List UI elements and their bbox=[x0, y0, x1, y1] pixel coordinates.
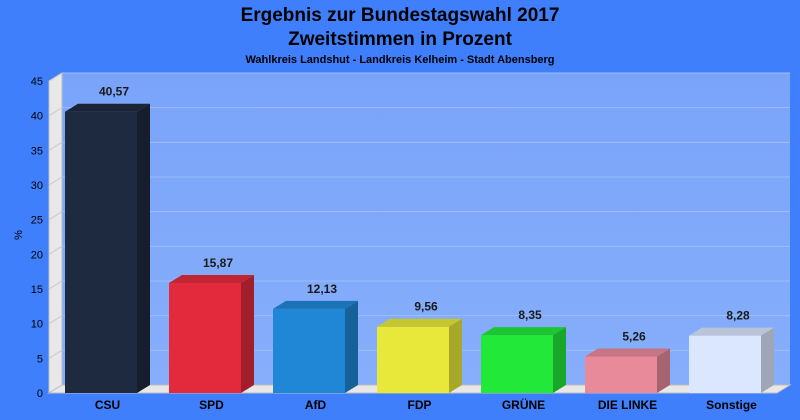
bar-side bbox=[553, 327, 566, 393]
y-tick-label: 15 bbox=[31, 284, 43, 296]
category-label: GRÜNE bbox=[502, 397, 545, 412]
grid-line-wall bbox=[48, 280, 63, 290]
bar-csu bbox=[65, 103, 150, 394]
y-axis-label: % bbox=[13, 230, 25, 240]
bar-sonstige bbox=[689, 327, 774, 393]
grid-line-wall bbox=[48, 72, 63, 82]
y-tick-label: 20 bbox=[31, 249, 43, 261]
bar-die-linke bbox=[585, 348, 670, 393]
bar-side bbox=[657, 348, 670, 393]
bar-top bbox=[377, 318, 462, 327]
y-tick-label: 45 bbox=[31, 76, 43, 88]
bar-front bbox=[689, 335, 761, 393]
y-tick-label: 40 bbox=[31, 111, 43, 123]
y-tick-label: 10 bbox=[31, 319, 43, 331]
bar-front bbox=[65, 111, 137, 394]
grid-line-wall bbox=[48, 176, 63, 186]
value-label: 15,87 bbox=[203, 256, 233, 270]
value-label: 8,35 bbox=[518, 308, 542, 322]
bar-front bbox=[273, 308, 345, 393]
bar-top bbox=[585, 348, 670, 357]
category-label: DIE LINKE bbox=[598, 398, 657, 412]
grid-line-wall bbox=[48, 211, 63, 221]
value-label: 8,28 bbox=[726, 309, 750, 323]
bar-side bbox=[761, 327, 774, 393]
category-label: CSU bbox=[95, 398, 120, 412]
chart-subtitle: Zweitstimmen in Prozent bbox=[288, 29, 512, 50]
y-tick-label: 25 bbox=[31, 215, 43, 227]
bar-top bbox=[273, 300, 358, 309]
bar-side bbox=[449, 318, 462, 393]
value-labels: 40,57 15,87 12,13 9,56 8,35 5,26 8,28 bbox=[99, 85, 750, 344]
category-label: FDP bbox=[408, 398, 432, 412]
grid-line-wall bbox=[48, 349, 63, 359]
bar-top bbox=[169, 274, 254, 283]
bar-fdp bbox=[377, 318, 462, 393]
grid-line-wall bbox=[48, 107, 63, 117]
value-label: 12,13 bbox=[307, 282, 337, 296]
grid-line-wall bbox=[48, 315, 63, 325]
chart-subtitle-2: Wahlkreis Landshut - Landkreis Kelheim -… bbox=[245, 54, 555, 66]
y-tick-label: 35 bbox=[31, 145, 43, 157]
bar-side bbox=[241, 274, 254, 393]
y-tick-label: 0 bbox=[37, 388, 43, 400]
chart-title: Ergebnis zur Bundestagswahl 2017 bbox=[240, 5, 560, 26]
bar-top bbox=[65, 103, 150, 112]
value-label: 40,57 bbox=[99, 85, 129, 99]
category-label: Sonstige bbox=[706, 398, 757, 412]
bar-front bbox=[377, 326, 449, 393]
grid-line-wall bbox=[48, 141, 63, 151]
grid-line-wall bbox=[48, 245, 63, 255]
bar-front bbox=[169, 282, 241, 393]
value-label: 5,26 bbox=[622, 330, 646, 344]
category-label: AfD bbox=[305, 398, 327, 412]
y-tick-label: 30 bbox=[31, 180, 43, 192]
side-wall bbox=[48, 72, 63, 394]
bar-spd bbox=[169, 274, 254, 393]
bar-side bbox=[345, 300, 358, 393]
value-label: 9,56 bbox=[414, 300, 438, 314]
category-label: SPD bbox=[199, 398, 224, 412]
bar-front bbox=[481, 335, 553, 393]
category-labels: CSU SPD AfD FDP GRÜNE DIE LINKE Sonstige bbox=[95, 397, 757, 412]
bar-front bbox=[585, 356, 657, 393]
bar-top bbox=[689, 327, 774, 336]
y-tick-label: 5 bbox=[37, 353, 43, 365]
y-axis-ticks: 0 5 10 15 20 25 30 35 40 45 bbox=[31, 76, 43, 400]
bar-top bbox=[481, 327, 566, 336]
bar-grüne bbox=[481, 327, 566, 393]
bar-side bbox=[137, 103, 150, 394]
bars bbox=[65, 103, 774, 394]
bar-afd bbox=[273, 300, 358, 393]
